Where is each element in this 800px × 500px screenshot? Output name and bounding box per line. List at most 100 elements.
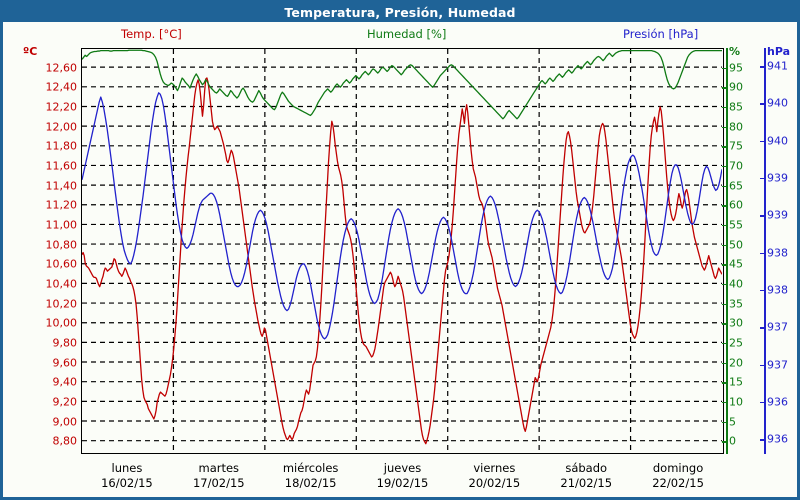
humidity-axis-tick-label: 90: [729, 80, 743, 94]
humidity-axis-tick-mark: [722, 205, 727, 207]
pressure-axis-tick-label: 940: [767, 96, 788, 110]
x-axis-labels: lunes 16/02/15 martes 17/02/15 miércoles 18/0…: [3, 461, 797, 497]
x-axis-weekday: jueves: [383, 461, 422, 475]
humidity-axis-tick-mark: [722, 67, 727, 70]
pressure-axis-tick-label: 941: [767, 59, 788, 73]
humidity-axis-tick-label: 15: [729, 375, 743, 389]
pressure-axis-tick-mark: [760, 401, 765, 404]
left-axis-tick-label: 10,60: [45, 257, 78, 271]
pressure-axis-tick-mark: [760, 103, 765, 105]
x-axis-weekday: domingo: [652, 461, 704, 475]
humidity-axis-tick-mark: [722, 283, 727, 286]
left-axis-tick-label: 11,60: [45, 159, 78, 173]
humidity-axis-tick-label: 35: [729, 297, 743, 311]
humidity-axis-unit: %: [729, 45, 741, 58]
humidity-axis-tick-label: 70: [729, 159, 743, 173]
humidity-axis-tick-mark: [722, 362, 727, 365]
x-axis-day-label: miércoles 18/02/15: [283, 461, 339, 491]
series-line-humidity: [82, 49, 722, 120]
humidity-axis-tick-label: 65: [729, 179, 743, 193]
pressure-axis-tick-label: 937: [767, 358, 788, 372]
pressure-axis-tick-mark: [760, 364, 765, 367]
x-axis-weekday: martes: [198, 461, 240, 475]
humidity-axis-tick-label: 55: [729, 218, 743, 232]
humidity-axis-tick-mark: [722, 342, 727, 345]
humidity-axis-tick-mark: [722, 87, 727, 89]
pressure-axis-tick-label: 938: [767, 246, 788, 260]
humidity-axis-tick-mark: [722, 126, 727, 129]
legend-label-temperature: Temp. [°C]: [121, 27, 182, 41]
x-axis-weekday: miércoles: [282, 461, 339, 475]
humidity-axis-tick-mark: [722, 264, 727, 266]
pressure-axis-tick-mark: [760, 289, 765, 292]
left-axis-tick-label: 11,20: [45, 198, 78, 212]
humidity-axis-tick-label: 10: [729, 395, 743, 409]
plot-svg: [82, 49, 722, 452]
x-axis-weekday: viernes: [473, 461, 516, 475]
left-axis-tick-label: 9,60: [52, 356, 78, 370]
x-axis-day-label: martes 17/02/15: [193, 461, 245, 491]
humidity-axis-tick-label: 5: [729, 415, 736, 428]
plot-area[interactable]: [81, 48, 724, 454]
humidity-axis-tick-mark: [722, 441, 727, 443]
pressure-axis-line: [764, 48, 766, 454]
humidity-axis-tick-label: 20: [729, 356, 743, 370]
left-axis-tick-label: 10,80: [45, 238, 78, 252]
humidity-axis-tick-mark: [722, 323, 727, 325]
left-axis-tick-label: 9,20: [52, 395, 78, 409]
humidity-axis-tick-label: 45: [729, 257, 743, 271]
x-axis-day-label: sábado 21/02/15: [560, 461, 612, 491]
left-axis-tick-label: 8,80: [52, 434, 78, 448]
left-axis-tick-label: 11,80: [45, 139, 78, 153]
x-axis-day-label: viernes 20/02/15: [469, 461, 521, 491]
x-axis-weekday: sábado: [565, 461, 608, 475]
pressure-axis-tick-label: 936: [767, 395, 788, 409]
humidity-axis-tick-label: 40: [729, 277, 743, 291]
humidity-axis-tick-label: 30: [729, 316, 743, 330]
humidity-axis-tick-label: 25: [729, 336, 743, 350]
humidity-axis-tick-label: 85: [729, 100, 743, 114]
window-title-bar: Temperatura, Presión, Humedad: [3, 3, 797, 22]
humidity-axis-tick-mark: [722, 224, 727, 227]
legend-label-pressure: Presión [hPa]: [623, 27, 699, 41]
pressure-axis-tick-mark: [760, 439, 765, 441]
humidity-axis-tick-mark: [722, 303, 727, 306]
humidity-axis-tick-mark: [722, 185, 727, 188]
x-axis-date: 22/02/15: [652, 476, 704, 490]
humidity-axis-tick-mark: [722, 146, 727, 148]
legend-item-pressure: Presión [hPa]: [623, 27, 698, 41]
pressure-axis-tick-label: 939: [767, 208, 788, 222]
x-axis-date: 18/02/15: [284, 476, 337, 490]
x-axis-date: 21/02/15: [560, 476, 613, 490]
left-axis-tick-label: 12,40: [45, 80, 78, 94]
x-axis-date: 20/02/15: [468, 476, 521, 490]
left-axis-tick-label: 12,60: [45, 61, 78, 75]
x-axis-weekday: lunes: [111, 461, 143, 475]
humidity-axis-tick-mark: [722, 421, 727, 423]
humidity-axis-tick-mark: [722, 382, 727, 384]
pressure-axis-tick-label: 939: [767, 171, 788, 185]
legend-item-humidity: Humedad [%]: [367, 27, 446, 41]
x-axis-date: 17/02/15: [192, 476, 245, 490]
pressure-axis-tick-label: 936: [767, 432, 788, 446]
pressure-axis-tick-mark: [760, 252, 765, 255]
left-axis-tick-label: 10,00: [45, 316, 78, 330]
pressure-axis-tick-mark: [760, 177, 765, 180]
humidity-axis-tick-label: 80: [729, 120, 743, 134]
pressure-axis-tick-label: 937: [767, 320, 788, 334]
left-axis-tick-label: 10,40: [45, 277, 78, 291]
left-axis-tick-label: 12,20: [45, 100, 78, 114]
x-axis-date: 16/02/15: [101, 476, 153, 490]
left-axis-tick-label: 9,00: [52, 415, 78, 428]
left-axis-tick-label: 9,40: [52, 375, 78, 389]
humidity-axis-tick-label: 75: [729, 139, 743, 153]
left-axis-tick-label: 11,40: [45, 179, 78, 193]
humidity-axis-line: [726, 48, 728, 454]
legend-label-humidity: Humedad [%]: [367, 27, 447, 41]
pressure-axis-tick-mark: [760, 215, 765, 217]
pressure-axis-tick-mark: [760, 66, 765, 68]
humidity-axis-tick-mark: [722, 401, 727, 404]
left-axis-tick-label: 12,00: [45, 120, 78, 134]
x-axis-day-label: domingo 22/02/15: [652, 461, 704, 491]
